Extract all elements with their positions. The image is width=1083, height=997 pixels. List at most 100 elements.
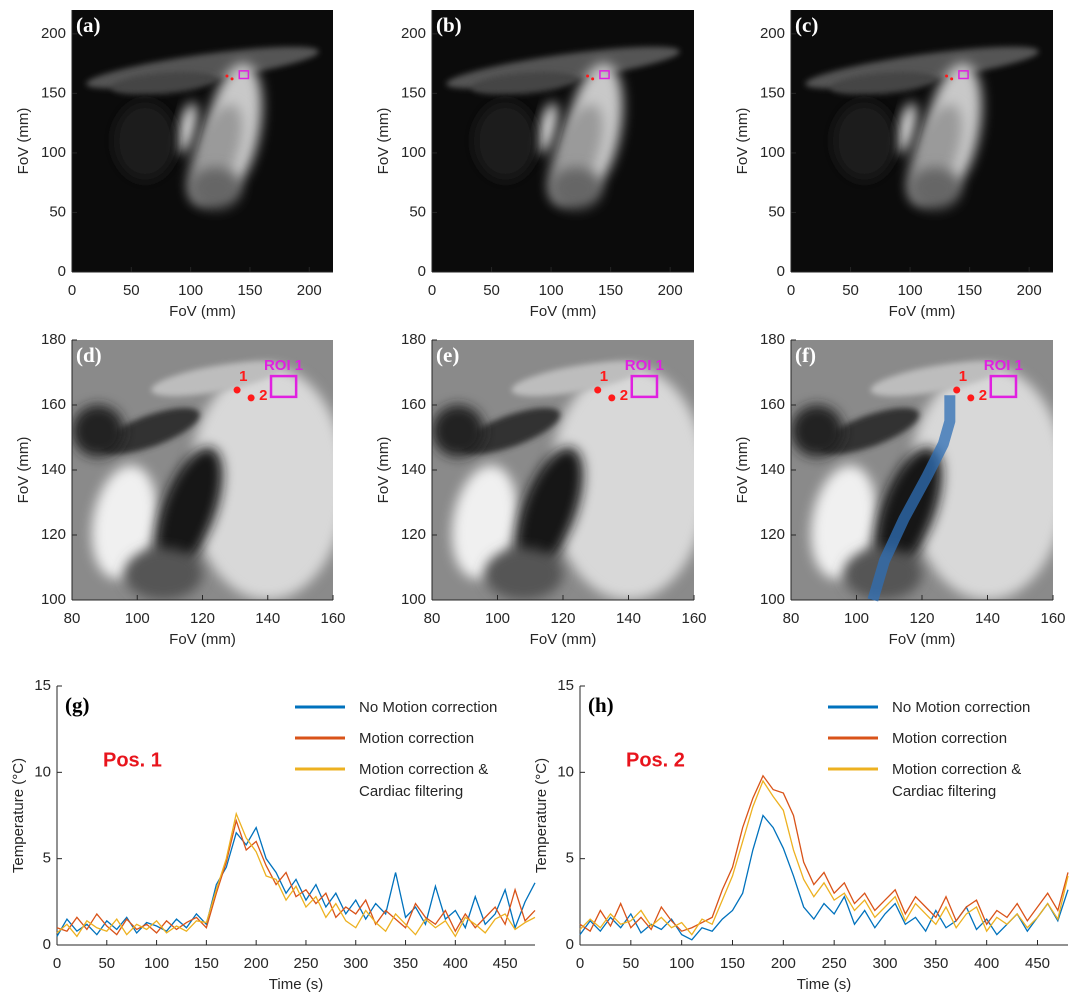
- x-tick-label: 450: [1025, 955, 1050, 972]
- legend-label: No Motion correction: [359, 699, 497, 716]
- position-label: 1: [239, 368, 247, 385]
- image-blob: [870, 361, 1000, 397]
- x-axis-label: FoV (mm): [530, 303, 597, 320]
- position-marker: [953, 386, 961, 394]
- y-tick-label: 140: [401, 461, 426, 478]
- x-tick-label: 50: [622, 955, 639, 972]
- x-tick-label: 80: [64, 610, 81, 627]
- y-tick-label: 160: [401, 396, 426, 413]
- x-axis-label: Time (s): [269, 976, 323, 993]
- y-tick-label: 100: [41, 591, 66, 608]
- position-marker: [586, 74, 590, 78]
- legend-label: Motion correction: [359, 730, 474, 747]
- x-tick-label: 80: [783, 610, 800, 627]
- y-tick-label: 10: [557, 763, 574, 780]
- y-tick-label: 180: [760, 331, 785, 348]
- position-marker: [608, 394, 616, 402]
- image-blob: [516, 447, 584, 571]
- y-tick-label: 180: [41, 331, 66, 348]
- image-blob: [537, 102, 558, 154]
- x-tick-label: 100: [178, 282, 203, 299]
- roi-box: [599, 70, 610, 80]
- position-label: 1: [600, 368, 608, 385]
- y-tick-label: 120: [401, 526, 426, 543]
- image-blob: [72, 405, 125, 457]
- position-label: 2: [259, 387, 267, 404]
- x-tick-label: 200: [297, 282, 322, 299]
- legend-label: Motion correction & Cardiac filtering: [359, 761, 488, 800]
- y-tick-label: 100: [401, 144, 426, 161]
- roi-box: [269, 374, 298, 399]
- x-tick-label: 120: [190, 610, 215, 627]
- x-tick-label: 100: [539, 282, 564, 299]
- x-axis-label: FoV (mm): [530, 631, 597, 648]
- position-marker: [233, 386, 241, 394]
- x-tick-label: 350: [393, 955, 418, 972]
- image-blob: [473, 101, 537, 181]
- image-blob: [176, 102, 197, 154]
- image-blob: [820, 407, 920, 455]
- y-tick-label: 50: [768, 203, 785, 220]
- annotation: Pos. 2: [626, 749, 685, 771]
- image-blob: [484, 548, 563, 600]
- y-tick-label: 120: [41, 526, 66, 543]
- image-blob: [432, 405, 485, 457]
- x-tick-label: 150: [194, 955, 219, 972]
- image-blob: [461, 407, 561, 455]
- x-tick-label: 100: [144, 955, 169, 972]
- position-marker: [230, 77, 234, 81]
- y-axis-label: Temperature (°C): [533, 758, 550, 873]
- x-tick-label: 140: [616, 610, 641, 627]
- x-tick-label: 0: [428, 282, 436, 299]
- image-texture: [72, 340, 333, 600]
- y-tick-label: 5: [43, 850, 51, 867]
- y-tick-label: 100: [401, 591, 426, 608]
- x-tick-label: 450: [493, 955, 518, 972]
- position-marker: [594, 386, 602, 394]
- x-tick-label: 200: [244, 955, 269, 972]
- x-axis-label: FoV (mm): [889, 631, 956, 648]
- image-texture: [432, 10, 694, 272]
- x-tick-label: 300: [872, 955, 897, 972]
- x-tick-label: 120: [909, 610, 934, 627]
- y-tick-label: 140: [41, 461, 66, 478]
- x-tick-label: 0: [68, 282, 76, 299]
- position-label: 2: [979, 387, 987, 404]
- x-tick-label: 350: [923, 955, 948, 972]
- y-tick-label: 0: [43, 936, 51, 953]
- y-tick-label: 0: [418, 263, 426, 280]
- y-tick-label: 160: [760, 396, 785, 413]
- panel-label: (e): [436, 343, 459, 367]
- x-tick-label: 200: [771, 955, 796, 972]
- x-axis-label: FoV (mm): [169, 631, 236, 648]
- image-blob: [896, 102, 917, 154]
- y-tick-label: 100: [760, 144, 785, 161]
- y-axis-label: Temperature (°C): [10, 758, 27, 873]
- x-tick-label: 200: [658, 282, 683, 299]
- panel-label: (c): [795, 13, 818, 37]
- y-tick-label: 50: [409, 203, 426, 220]
- image-blob: [111, 71, 216, 95]
- x-tick-label: 0: [787, 282, 795, 299]
- x-tick-label: 50: [98, 955, 115, 972]
- y-tick-label: 160: [41, 396, 66, 413]
- image-blob: [908, 167, 962, 210]
- image-blob: [832, 101, 896, 181]
- x-tick-label: 100: [125, 610, 150, 627]
- y-tick-label: 150: [401, 84, 426, 101]
- x-tick-label: 250: [822, 955, 847, 972]
- y-tick-label: 140: [760, 461, 785, 478]
- x-tick-label: 160: [1040, 610, 1065, 627]
- panel-label: (f): [795, 343, 816, 367]
- panel-label: (a): [76, 13, 101, 37]
- series-line: [579, 814, 1069, 941]
- roi-label: ROI 1: [264, 357, 303, 374]
- y-tick-label: 200: [401, 25, 426, 42]
- y-tick-label: 150: [760, 84, 785, 101]
- roi-box: [630, 374, 659, 399]
- image-blob: [124, 548, 203, 600]
- image-texture: [72, 10, 333, 272]
- x-tick-label: 250: [293, 955, 318, 972]
- series-line: [579, 779, 1069, 936]
- x-tick-label: 200: [1017, 282, 1042, 299]
